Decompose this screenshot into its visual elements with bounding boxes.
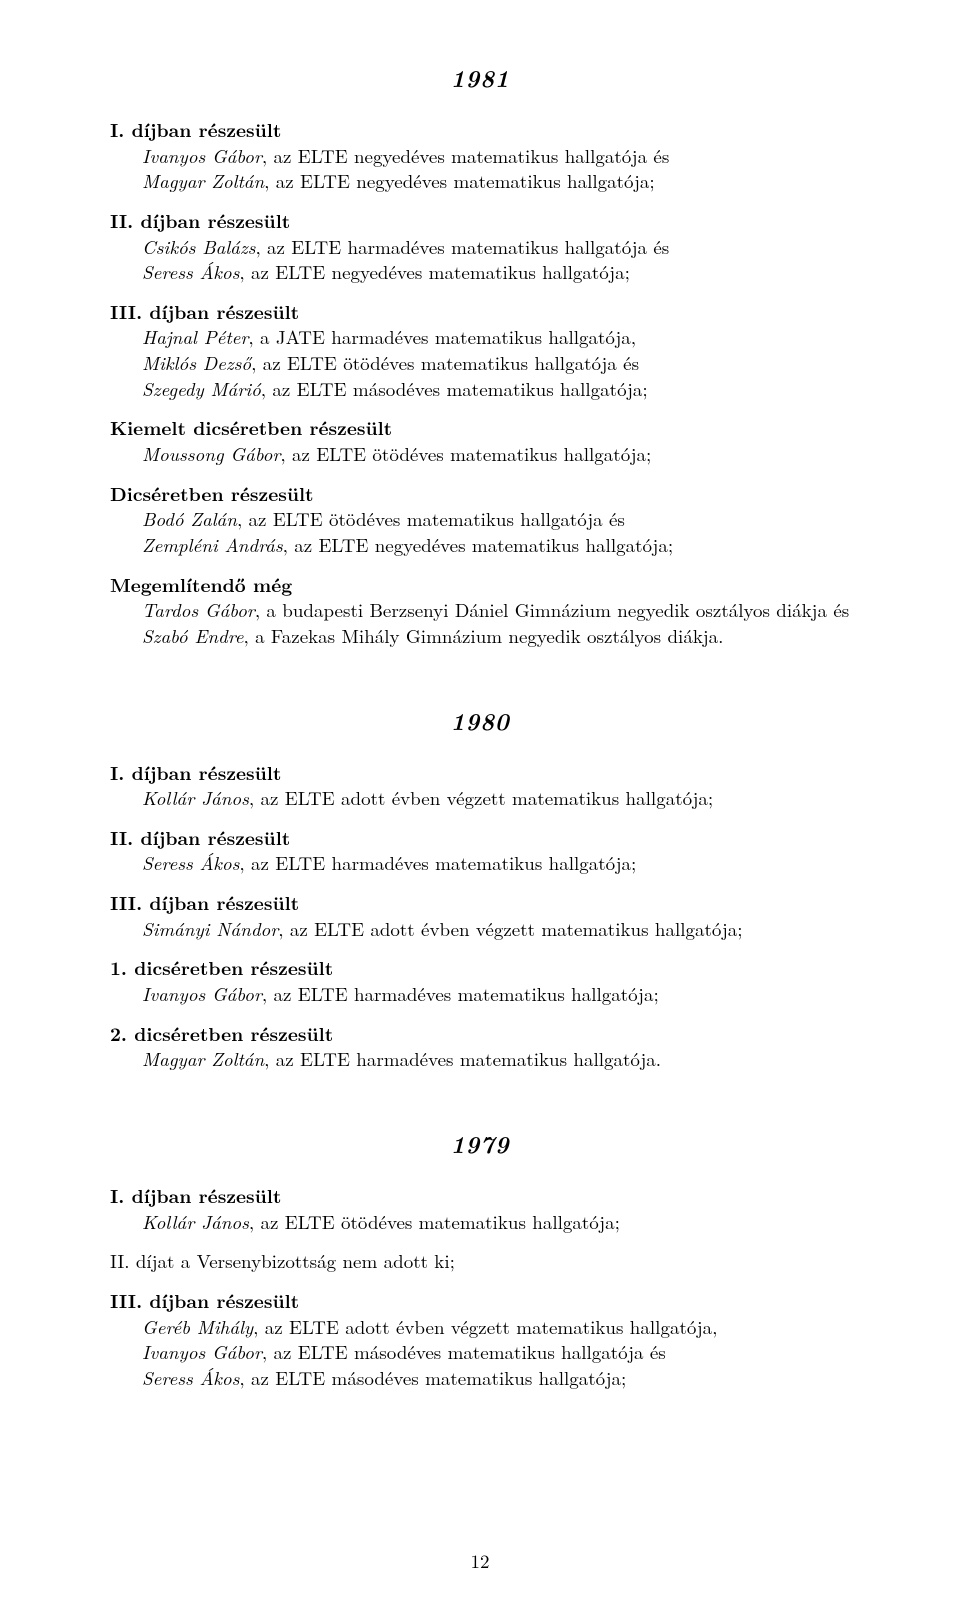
recipient-description: , az ELTE ötödéves matematikus hallgatój… [280,440,651,467]
recipient-name: Geréb Mihály [142,1313,253,1340]
recipient-name: Hajnal Péter [142,323,248,350]
award-section: I. díjban részesültKollár János, az ELTE… [110,1183,850,1234]
year-heading: 1981 [110,60,850,95]
award-entry: Tardos Gábor, a budapesti Berzsenyi Dáni… [110,597,850,623]
section-heading: 2. dicséretben részesült [110,1021,850,1047]
recipient-name: Moussong Gábor [142,440,280,467]
recipient-name: Szabó Endre [142,622,244,649]
award-section: Kiemelt dicséretben részesültMoussong Gá… [110,415,850,466]
recipient-description: , az ELTE ötödéves matematikus hallgatój… [237,505,625,532]
recipient-description: , az ELTE másodéves matematikus hallgató… [262,1338,666,1365]
section-heading: III. díjban részesült [110,890,850,916]
award-section: 2. dicséretben részesültMagyar Zoltán, a… [110,1021,850,1072]
recipient-name: Magyar Zoltán [142,167,264,194]
award-section: III. díjban részesültHajnal Péter, a JAT… [110,299,850,402]
recipient-name: Kollár János [142,784,249,811]
recipient-description: , az ELTE ötödéves matematikus hallgatój… [249,1208,620,1235]
award-entry: Hajnal Péter, a JATE harmadéves matemati… [110,324,850,350]
recipient-description: , az ELTE harmadéves matematikus hallgat… [255,233,669,260]
section-heading: III. díjban részesült [110,1288,850,1314]
award-section: I. díjban részesültKollár János, az ELTE… [110,760,850,811]
award-section: Megemlítendő mégTardos Gábor, a budapest… [110,572,850,649]
recipient-description: , az ELTE adott évben végzett matematiku… [253,1313,717,1340]
award-section: 1. dicséretben részesültIvanyos Gábor, a… [110,955,850,1006]
section-heading: II. díjban részesült [110,825,850,851]
content-body: 1981I. díjban részesültIvanyos Gábor, az… [110,60,850,1390]
recipient-description: , a budapesti Berzsenyi Dániel Gimnázium… [255,596,849,623]
recipient-description: , az ELTE negyedéves matematikus hallgat… [262,142,669,169]
recipient-name: Tardos Gábor [142,596,255,623]
recipient-name: Seress Ákos [142,258,239,285]
recipient-name: Zempléni András [142,531,283,558]
section-heading: 1. dicséretben részesült [110,955,850,981]
document-page: 1981I. díjban részesültIvanyos Gábor, az… [0,0,960,1610]
award-entry: Moussong Gábor, az ELTE ötödéves matemat… [110,441,850,467]
recipient-description: , az ELTE negyedéves matematikus hallgat… [239,258,630,285]
recipient-name: Csikós Balázs [142,233,255,260]
section-heading: I. díjban részesült [110,760,850,786]
award-entry: Zempléni András, az ELTE negyedéves mate… [110,532,850,558]
recipient-description: , az ELTE harmadéves matematikus hallgat… [239,849,636,876]
award-entry: Magyar Zoltán, az ELTE negyedéves matema… [110,168,850,194]
recipient-name: Kollár János [142,1208,249,1235]
recipient-description: , az ELTE adott évben végzett matematiku… [278,915,742,942]
year-heading: 1980 [110,703,850,738]
award-section: II. díjat a Versenybizottság nem adott k… [110,1248,850,1274]
recipient-name: Ivanyos Gábor [142,980,262,1007]
recipient-name: Seress Ákos [142,849,239,876]
page-number: 12 [0,1547,960,1574]
section-heading: II. díjban részesült [110,208,850,234]
recipient-description: , az ELTE negyedéves matematikus hallgat… [283,531,674,558]
award-entry: Kollár János, az ELTE adott évben végzet… [110,785,850,811]
recipient-name: Simányi Nándor [142,915,278,942]
recipient-name: Szegedy Márió [142,375,261,402]
award-section: I. díjban részesültIvanyos Gábor, az ELT… [110,117,850,194]
section-heading: I. díjban részesült [110,1183,850,1209]
section-heading: Megemlítendő még [110,572,850,598]
recipient-name: Ivanyos Gábor [142,142,262,169]
recipient-name: Ivanyos Gábor [142,1338,262,1365]
award-section: II. díjban részesültCsikós Balázs, az EL… [110,208,850,285]
section-heading: III. díjban részesült [110,299,850,325]
award-entry: Seress Ákos, az ELTE negyedéves matemati… [110,259,850,285]
award-entry: Seress Ákos, az ELTE harmadéves matemati… [110,850,850,876]
recipient-name: Seress Ákos [142,1364,239,1391]
recipient-description: , az ELTE adott évben végzett matematiku… [249,784,713,811]
award-section: III. díjban részesültGeréb Mihály, az EL… [110,1288,850,1391]
section-heading: Dicséretben részesült [110,481,850,507]
recipient-description: , az ELTE másodéves matematikus hallgató… [261,375,648,402]
award-entry: Miklós Dezső, az ELTE ötödéves matematik… [110,350,850,376]
award-entry: Csikós Balázs, az ELTE harmadéves matema… [110,234,850,260]
recipient-description: , az ELTE másodéves matematikus hallgató… [239,1364,626,1391]
section-heading: II. díjat a Versenybizottság nem adott k… [110,1248,850,1274]
award-entry: Szegedy Márió, az ELTE másodéves matemat… [110,376,850,402]
award-entry: Magyar Zoltán, az ELTE harmadéves matema… [110,1046,850,1072]
year-heading: 1979 [110,1126,850,1161]
recipient-description: , az ELTE negyedéves matematikus hallgat… [264,167,655,194]
award-entry: Geréb Mihály, az ELTE adott évben végzet… [110,1314,850,1340]
recipient-description: , az ELTE harmadéves matematikus hallgat… [264,1045,661,1072]
recipient-name: Miklós Dezső [142,349,251,376]
recipient-description: , az ELTE ötödéves matematikus hallgatój… [251,349,639,376]
recipient-name: Magyar Zoltán [142,1045,264,1072]
award-entry: Seress Ákos, az ELTE másodéves matematik… [110,1365,850,1391]
award-entry: Ivanyos Gábor, az ELTE negyedéves matema… [110,143,850,169]
recipient-description: , a JATE harmadéves matematikus hallgató… [248,323,636,350]
award-section: Dicséretben részesültBodó Zalán, az ELTE… [110,481,850,558]
section-heading: I. díjban részesült [110,117,850,143]
recipient-description: , az ELTE harmadéves matematikus hallgat… [262,980,659,1007]
award-section: III. díjban részesültSimányi Nándor, az … [110,890,850,941]
section-heading: Kiemelt dicséretben részesült [110,415,850,441]
award-entry: Ivanyos Gábor, az ELTE másodéves matemat… [110,1339,850,1365]
recipient-description: , a Fazekas Mihály Gimnázium negyedik os… [244,622,724,649]
award-section: II. díjban részesültSeress Ákos, az ELTE… [110,825,850,876]
recipient-name: Bodó Zalán [142,505,237,532]
award-entry: Bodó Zalán, az ELTE ötödéves matematikus… [110,506,850,532]
award-entry: Simányi Nándor, az ELTE adott évben végz… [110,916,850,942]
award-entry: Ivanyos Gábor, az ELTE harmadéves matema… [110,981,850,1007]
award-entry: Szabó Endre, a Fazekas Mihály Gimnázium … [110,623,850,649]
award-entry: Kollár János, az ELTE ötödéves matematik… [110,1209,850,1235]
